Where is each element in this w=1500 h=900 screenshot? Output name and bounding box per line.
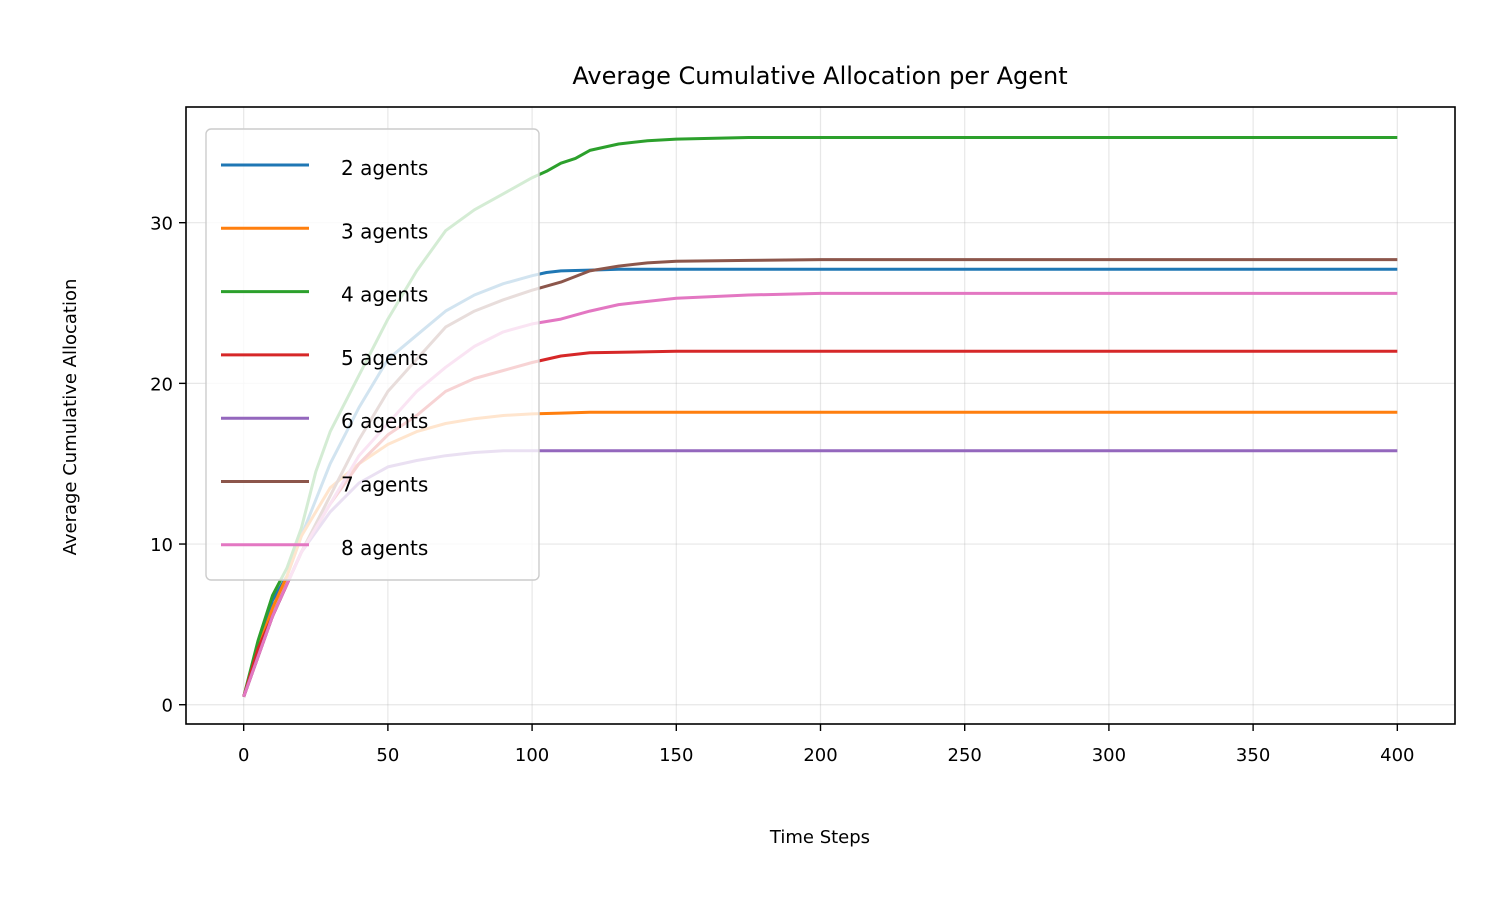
legend-label: 5 agents bbox=[341, 346, 428, 370]
x-tick-label: 400 bbox=[1380, 745, 1414, 766]
x-tick-label: 150 bbox=[659, 745, 693, 766]
x-tick-label: 200 bbox=[803, 745, 837, 766]
legend-label: 2 agents bbox=[341, 156, 428, 180]
y-tick-label: 0 bbox=[162, 696, 173, 717]
x-tick-label: 250 bbox=[948, 745, 982, 766]
x-axis-label: Time Steps bbox=[769, 827, 870, 848]
x-tick-label: 350 bbox=[1236, 745, 1270, 766]
y-tick-label: 20 bbox=[150, 374, 173, 395]
legend-label: 8 agents bbox=[341, 536, 428, 560]
legend-item: 6 agents bbox=[221, 409, 428, 433]
x-tick-label: 50 bbox=[376, 745, 399, 766]
legend-label: 7 agents bbox=[341, 473, 428, 497]
legend-label: 6 agents bbox=[341, 409, 428, 433]
legend-item: 8 agents bbox=[221, 536, 428, 560]
legend-item: 3 agents bbox=[221, 219, 428, 243]
x-axis-ticks: 0 50 100 150 200 250 300 350 400 bbox=[238, 724, 1414, 766]
y-axis-ticks: 0 10 20 30 bbox=[150, 214, 186, 717]
legend-item: 2 agents bbox=[221, 156, 428, 180]
legend-item: 4 agents bbox=[221, 283, 428, 307]
legend: 2 agents 3 agents 4 agents 5 agents 6 agents… bbox=[205, 128, 540, 581]
legend-item: 7 agents bbox=[221, 473, 428, 497]
x-tick-label: 300 bbox=[1092, 745, 1126, 766]
legend-box bbox=[205, 128, 540, 581]
legend-label: 3 agents bbox=[341, 219, 428, 243]
legend-item: 5 agents bbox=[221, 346, 428, 370]
x-tick-label: 100 bbox=[515, 745, 549, 766]
y-tick-label: 30 bbox=[150, 214, 173, 235]
x-tick-label: 0 bbox=[238, 745, 249, 766]
legend-label: 4 agents bbox=[341, 283, 428, 307]
y-tick-label: 10 bbox=[150, 535, 173, 556]
chart-title: Average Cumulative Allocation per Agent bbox=[572, 62, 1067, 90]
y-axis-label: Average Cumulative Allocation bbox=[60, 279, 81, 556]
